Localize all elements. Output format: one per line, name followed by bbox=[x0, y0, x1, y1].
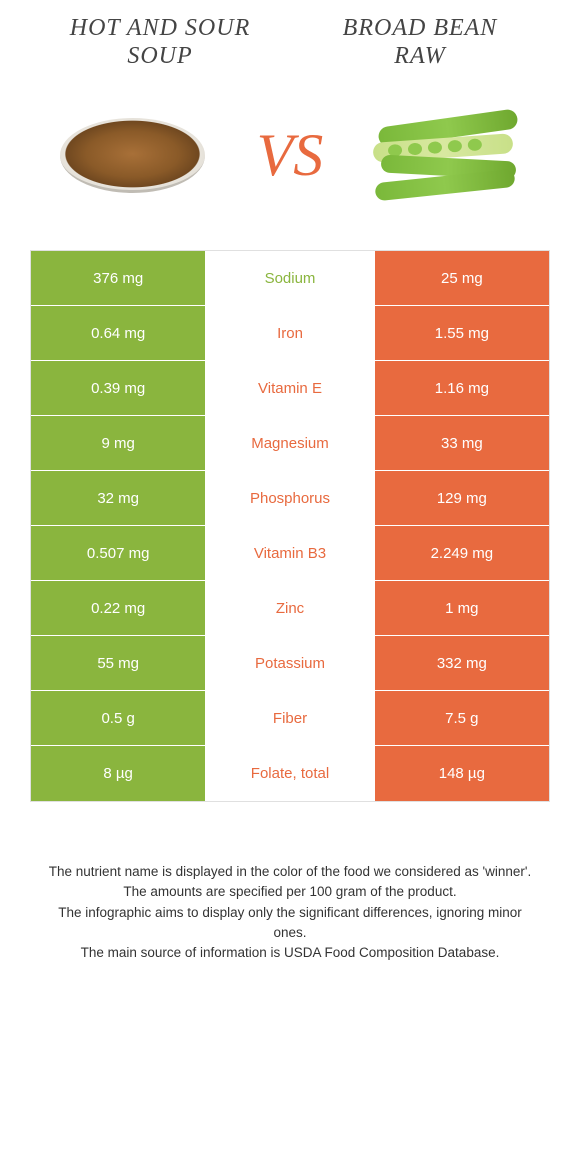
table-row: 55 mgPotassium332 mg bbox=[31, 636, 549, 691]
table-row: 0.5 gFiber7.5 g bbox=[31, 691, 549, 746]
nutrient-comparison-table: 376 mgSodium25 mg0.64 mgIron1.55 mg0.39 … bbox=[30, 250, 550, 802]
right-value-cell: 332 mg bbox=[375, 636, 549, 690]
left-value-cell: 0.64 mg bbox=[31, 306, 205, 360]
right-value-cell: 148 µg bbox=[375, 746, 549, 801]
nutrient-name-cell: Magnesium bbox=[205, 416, 374, 470]
nutrient-name-cell: Folate, total bbox=[205, 746, 374, 801]
table-row: 0.64 mgIron1.55 mg bbox=[31, 306, 549, 361]
left-value-cell: 55 mg bbox=[31, 636, 205, 690]
footer-line: The main source of information is USDA F… bbox=[40, 943, 540, 963]
left-food-image bbox=[52, 100, 212, 210]
left-food-title: HOT AND SOUR SOUP bbox=[60, 15, 260, 70]
table-row: 0.22 mgZinc1 mg bbox=[31, 581, 549, 636]
table-row: 376 mgSodium25 mg bbox=[31, 251, 549, 306]
broad-beans-icon bbox=[373, 108, 523, 203]
vs-label: VS bbox=[257, 121, 324, 190]
nutrient-name-cell: Vitamin B3 bbox=[205, 526, 374, 580]
right-value-cell: 1.16 mg bbox=[375, 361, 549, 415]
header: HOT AND SOUR SOUP BROAD BEAN RAW bbox=[0, 0, 580, 70]
right-value-cell: 2.249 mg bbox=[375, 526, 549, 580]
left-value-cell: 32 mg bbox=[31, 471, 205, 525]
footer-notes: The nutrient name is displayed in the co… bbox=[40, 862, 540, 963]
nutrient-name-cell: Vitamin E bbox=[205, 361, 374, 415]
table-row: 0.39 mgVitamin E1.16 mg bbox=[31, 361, 549, 416]
footer-line: The amounts are specified per 100 gram o… bbox=[40, 882, 540, 902]
nutrient-name-cell: Phosphorus bbox=[205, 471, 374, 525]
vs-row: VS bbox=[0, 70, 580, 250]
table-row: 9 mgMagnesium33 mg bbox=[31, 416, 549, 471]
right-value-cell: 7.5 g bbox=[375, 691, 549, 745]
nutrient-name-cell: Sodium bbox=[205, 251, 374, 305]
left-value-cell: 0.507 mg bbox=[31, 526, 205, 580]
table-row: 32 mgPhosphorus129 mg bbox=[31, 471, 549, 526]
right-food-image bbox=[368, 100, 528, 210]
footer-line: The infographic aims to display only the… bbox=[40, 903, 540, 944]
footer-line: The nutrient name is displayed in the co… bbox=[40, 862, 540, 882]
right-value-cell: 33 mg bbox=[375, 416, 549, 470]
nutrient-name-cell: Iron bbox=[205, 306, 374, 360]
left-value-cell: 9 mg bbox=[31, 416, 205, 470]
right-value-cell: 1 mg bbox=[375, 581, 549, 635]
nutrient-name-cell: Zinc bbox=[205, 581, 374, 635]
left-value-cell: 376 mg bbox=[31, 251, 205, 305]
nutrient-name-cell: Fiber bbox=[205, 691, 374, 745]
soup-bowl-icon bbox=[60, 118, 205, 193]
right-value-cell: 25 mg bbox=[375, 251, 549, 305]
left-value-cell: 8 µg bbox=[31, 746, 205, 801]
left-value-cell: 0.22 mg bbox=[31, 581, 205, 635]
table-row: 0.507 mgVitamin B32.249 mg bbox=[31, 526, 549, 581]
table-row: 8 µgFolate, total148 µg bbox=[31, 746, 549, 801]
right-food-title: BROAD BEAN RAW bbox=[320, 15, 520, 70]
right-value-cell: 129 mg bbox=[375, 471, 549, 525]
right-value-cell: 1.55 mg bbox=[375, 306, 549, 360]
left-value-cell: 0.39 mg bbox=[31, 361, 205, 415]
nutrient-name-cell: Potassium bbox=[205, 636, 374, 690]
left-value-cell: 0.5 g bbox=[31, 691, 205, 745]
